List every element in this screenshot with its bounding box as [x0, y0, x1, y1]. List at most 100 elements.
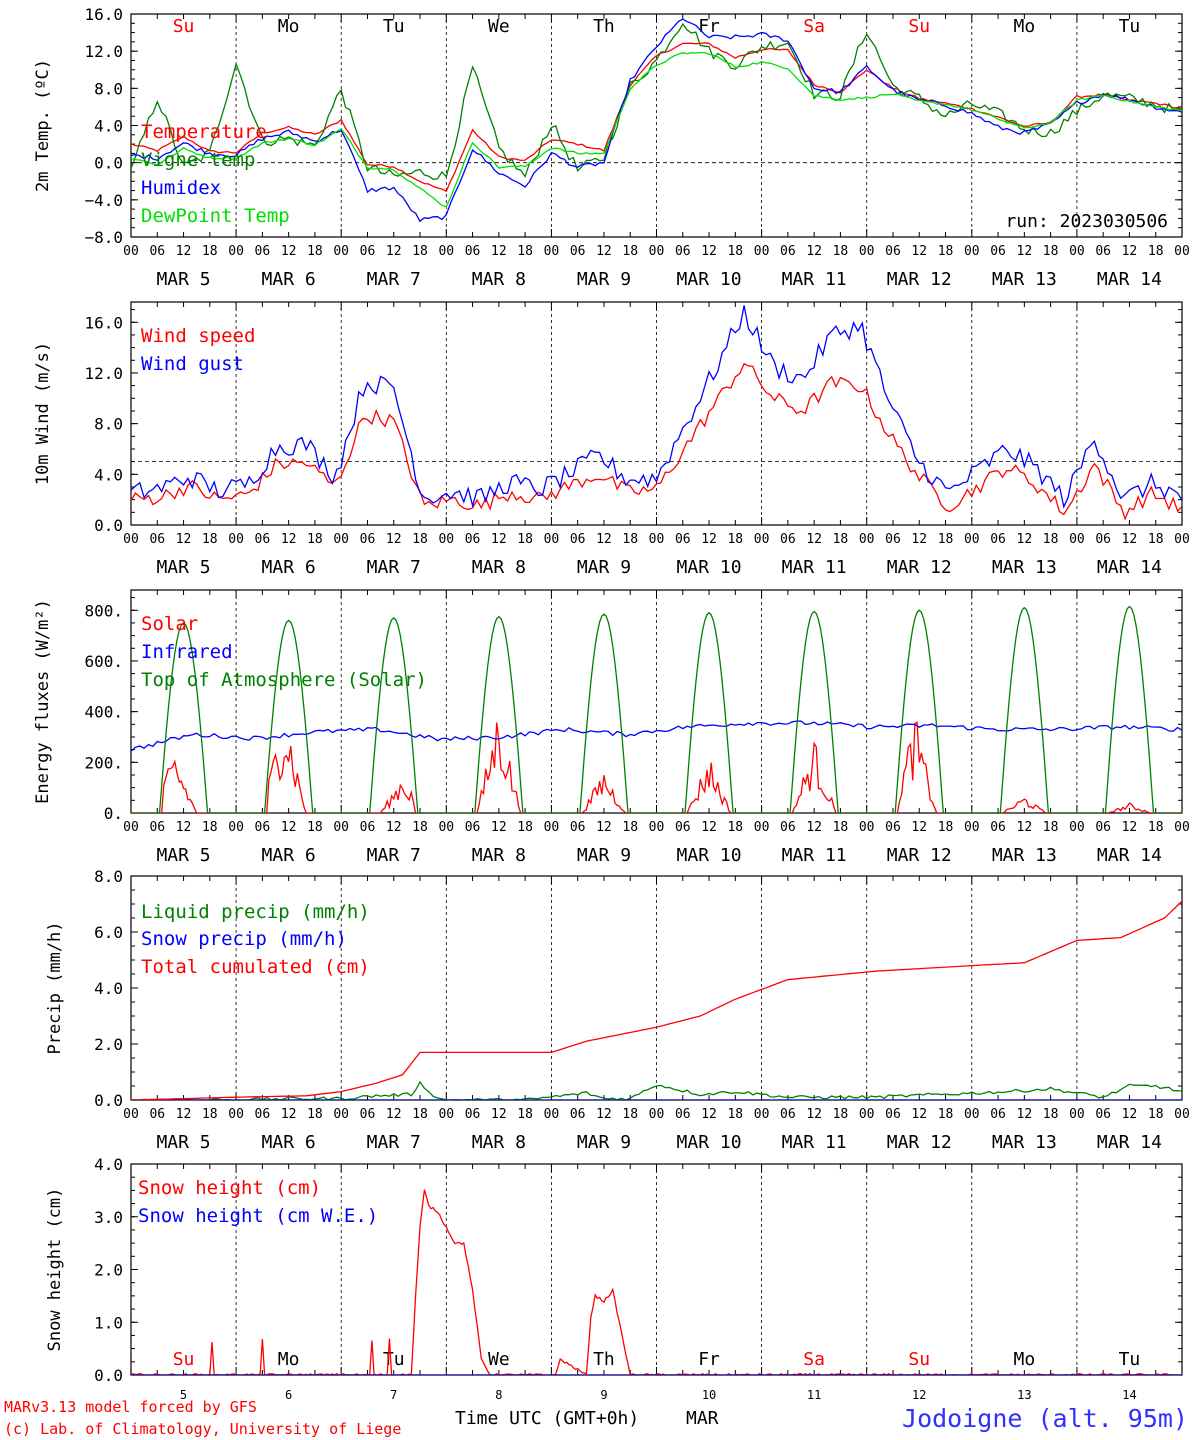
x-hour-label: 12: [701, 532, 717, 547]
x-date-label: MAR 9: [577, 269, 631, 290]
x-hour-label: 00: [438, 1107, 454, 1122]
x-hour-label: 06: [990, 1107, 1006, 1122]
x-hour-label: 12: [596, 1107, 612, 1122]
x-hour-label: 00: [1069, 244, 1085, 259]
x-date-label: MAR 6: [262, 269, 316, 290]
x-hour-label: 06: [360, 532, 376, 547]
y-tick-label: 0.0: [94, 1091, 123, 1110]
x-hour-label: 18: [1043, 820, 1059, 835]
series-line: [131, 305, 1182, 509]
x-hour-label: 06: [780, 244, 796, 259]
y-axis-label: Precip (mm/h): [45, 921, 65, 1054]
x-hour-label: 00: [1174, 244, 1190, 259]
series-line: [131, 18, 1182, 223]
x-hour-label: 00: [1069, 1107, 1085, 1122]
x-date-label: MAR 8: [472, 269, 526, 290]
weekday-label: Tu: [383, 16, 405, 37]
x-hour-label: 00: [754, 1107, 770, 1122]
series-line: [131, 900, 1182, 1100]
x-hour-label: 12: [491, 532, 507, 547]
x-hour-label: 00: [228, 820, 244, 835]
x-hour-label: 00: [1069, 820, 1085, 835]
x-hour-label: 00: [333, 532, 349, 547]
x-hour-label: 06: [1095, 1107, 1111, 1122]
x-hour-label: 06: [255, 532, 271, 547]
x-hour-label: 06: [465, 820, 481, 835]
y-axis-label: 2m Temp. (ºC): [33, 59, 53, 192]
x-axis-label: Time UTC (GMT+0h): [455, 1408, 639, 1429]
series-group: [131, 1189, 1182, 1375]
x-hour-label: 06: [885, 1107, 901, 1122]
x-date-label: MAR 12: [887, 845, 952, 866]
x-hour-label: 00: [1069, 532, 1085, 547]
series-group: [131, 18, 1182, 223]
x-hour-label: 18: [938, 532, 954, 547]
x-date-label: MAR 7: [367, 1132, 421, 1153]
x-date-label: MAR 9: [577, 557, 631, 578]
y-tick-label: 0.0: [94, 154, 123, 173]
x-date-label: MAR 11: [782, 845, 847, 866]
weekday-label: Mo: [278, 1349, 300, 1370]
x-date-label: MAR 13: [992, 557, 1057, 578]
x-day-number: 6: [285, 1388, 292, 1402]
x-hour-label: 06: [570, 820, 586, 835]
weekday-label: Tu: [1119, 16, 1141, 37]
x-day-number: 11: [807, 1388, 821, 1402]
x-hour-label: 12: [1122, 1107, 1138, 1122]
y-axis-label: Energy fluxes (W/m²): [33, 599, 53, 804]
x-hour-label: 06: [675, 244, 691, 259]
legend-entry: Snow precip (mm/h): [141, 928, 347, 950]
legend-entry: Solar: [141, 613, 198, 635]
x-hour-label: 06: [885, 532, 901, 547]
x-hour-label: 12: [386, 244, 402, 259]
x-hour-label: 12: [176, 820, 192, 835]
weekday-label: Su: [908, 16, 930, 37]
y-tick-label: 0.0: [94, 1366, 123, 1385]
x-hour-label: 00: [228, 244, 244, 259]
weekday-label: Tu: [383, 1349, 405, 1370]
x-hour-label: 18: [938, 820, 954, 835]
y-axis-label: Snow height (cm): [45, 1188, 65, 1352]
x-hour-label: 12: [386, 1107, 402, 1122]
weekday-label: Th: [593, 1349, 615, 1370]
x-hour-label: 00: [1174, 532, 1190, 547]
x-date-label: MAR 5: [156, 269, 210, 290]
x-hour-label: 00: [859, 1107, 875, 1122]
weekday-label: Fr: [698, 16, 720, 37]
legend-entry: Vigne temp: [141, 149, 255, 171]
x-hour-label: 18: [727, 1107, 743, 1122]
x-date-label: MAR 5: [156, 1132, 210, 1153]
x-hour-label: 18: [1043, 532, 1059, 547]
x-date-label: MAR 11: [782, 1132, 847, 1153]
x-day-number: 5: [180, 1388, 187, 1402]
weekday-label: Su: [173, 1349, 195, 1370]
x-date-label: MAR 14: [1097, 845, 1162, 866]
x-hour-label: 06: [780, 1107, 796, 1122]
x-date-label: MAR 9: [577, 845, 631, 866]
y-tick-label: 0.: [104, 804, 123, 823]
y-tick-label: 8.0: [94, 415, 123, 434]
x-hour-label: 18: [1148, 244, 1164, 259]
x-hour-label: 06: [570, 532, 586, 547]
x-hour-label: 18: [727, 244, 743, 259]
x-hour-label: 18: [833, 244, 849, 259]
x-hour-label: 00: [1174, 820, 1190, 835]
x-hour-label: 18: [202, 820, 218, 835]
x-hour-label: 18: [202, 532, 218, 547]
x-date-label: MAR 12: [887, 269, 952, 290]
x-hour-label: 00: [544, 1107, 560, 1122]
x-hour-label: 18: [412, 820, 428, 835]
x-hour-label: 12: [491, 244, 507, 259]
x-date-label: MAR 6: [262, 557, 316, 578]
y-tick-label: 4.0: [94, 117, 123, 136]
x-hour-label: 18: [622, 820, 638, 835]
x-hour-label: 12: [701, 1107, 717, 1122]
legend-entry: Top of Atmosphere (Solar): [141, 669, 427, 691]
x-date-label: MAR 8: [472, 845, 526, 866]
x-hour-label: 06: [675, 532, 691, 547]
x-hour-label: 06: [149, 532, 165, 547]
y-tick-label: 4.0: [94, 979, 123, 998]
x-hour-label: 00: [859, 532, 875, 547]
x-hour-label: 00: [649, 1107, 665, 1122]
